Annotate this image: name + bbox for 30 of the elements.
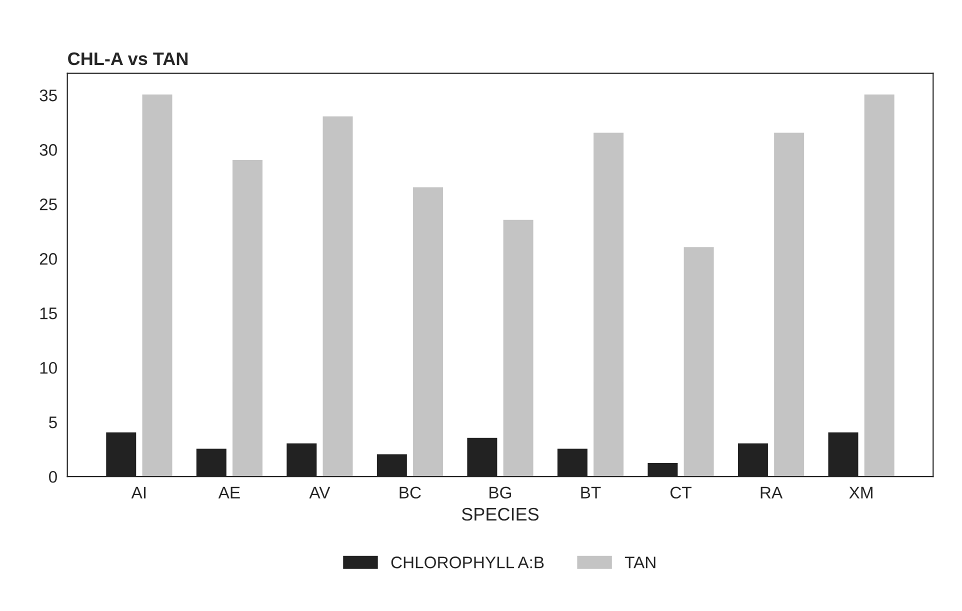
y-tick-label: 25 bbox=[40, 198, 57, 210]
x-tick-label: CT bbox=[670, 486, 692, 499]
legend-label: TAN bbox=[624, 556, 656, 568]
y-tick-label: 35 bbox=[40, 90, 57, 102]
y-tick-label: 5 bbox=[49, 416, 57, 428]
bar bbox=[684, 247, 714, 477]
bar bbox=[232, 160, 262, 477]
x-tick-label: AE bbox=[218, 486, 240, 498]
bar bbox=[503, 220, 534, 477]
y-tick-label: 20 bbox=[40, 253, 57, 265]
bar bbox=[774, 132, 804, 477]
x-tick-label: XM bbox=[849, 486, 872, 498]
chart-title: CHL-A vs TAN bbox=[68, 52, 188, 66]
bar bbox=[864, 94, 894, 477]
x-tick-label: RA bbox=[760, 486, 783, 498]
x-axis-title: SPECIES bbox=[462, 508, 539, 521]
bar bbox=[413, 187, 444, 477]
y-tick-label: 15 bbox=[40, 308, 57, 320]
bar bbox=[142, 94, 172, 477]
x-tick-label: AI bbox=[131, 486, 146, 498]
y-tick-label: 30 bbox=[40, 144, 57, 156]
x-tick-label: AV bbox=[309, 486, 330, 498]
x-tick-label: BT bbox=[581, 486, 601, 498]
y-tick-label: 0 bbox=[49, 470, 57, 483]
bar bbox=[594, 132, 624, 477]
x-tick-label: BG bbox=[490, 486, 512, 499]
legend-label: CHLOROPHYLL A:B bbox=[391, 556, 544, 568]
bar bbox=[322, 116, 353, 477]
x-tick-label: BC bbox=[400, 486, 421, 499]
y-tick-label: 10 bbox=[40, 362, 57, 374]
